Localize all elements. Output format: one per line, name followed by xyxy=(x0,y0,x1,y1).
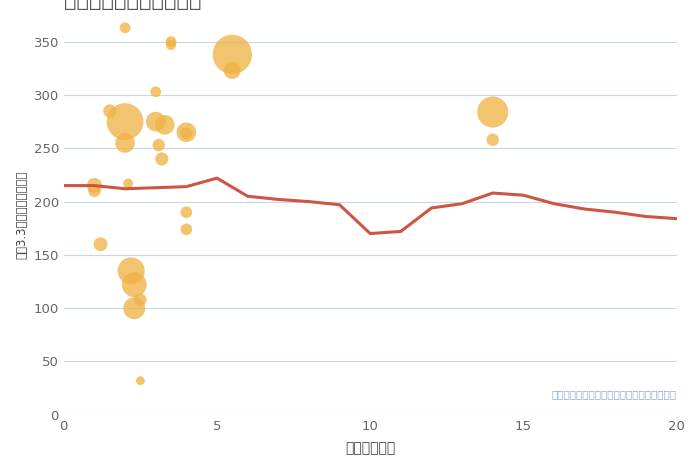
Point xyxy=(165,38,176,46)
Point xyxy=(150,88,161,95)
Point xyxy=(487,108,498,116)
Point xyxy=(95,241,106,248)
Point xyxy=(227,67,238,74)
Point xyxy=(150,118,161,125)
X-axis label: 駅距離（分）: 駅距離（分） xyxy=(345,441,396,455)
Point xyxy=(104,107,116,115)
Point xyxy=(181,209,192,216)
Point xyxy=(120,24,131,31)
Point xyxy=(135,377,146,384)
Point xyxy=(120,118,131,125)
Point xyxy=(156,155,167,163)
Point xyxy=(129,305,140,312)
Point xyxy=(89,187,100,195)
Point xyxy=(153,141,164,149)
Text: 駅距離別中古戸建て価格: 駅距離別中古戸建て価格 xyxy=(64,0,202,10)
Point xyxy=(120,139,131,147)
Point xyxy=(89,182,100,189)
Point xyxy=(125,267,136,274)
Point xyxy=(181,130,192,137)
Point xyxy=(165,41,176,48)
Point xyxy=(227,51,238,58)
Y-axis label: 坪（3.3㎡）単価（万円）: 坪（3.3㎡）単価（万円） xyxy=(15,171,28,259)
Point xyxy=(122,180,134,187)
Point xyxy=(135,296,146,304)
Point xyxy=(160,121,171,129)
Point xyxy=(181,128,192,136)
Point xyxy=(129,281,140,289)
Text: 円の大きさは、取引のあった物件面積を示す: 円の大きさは、取引のあった物件面積を示す xyxy=(552,389,677,399)
Point xyxy=(181,226,192,233)
Point xyxy=(487,136,498,143)
